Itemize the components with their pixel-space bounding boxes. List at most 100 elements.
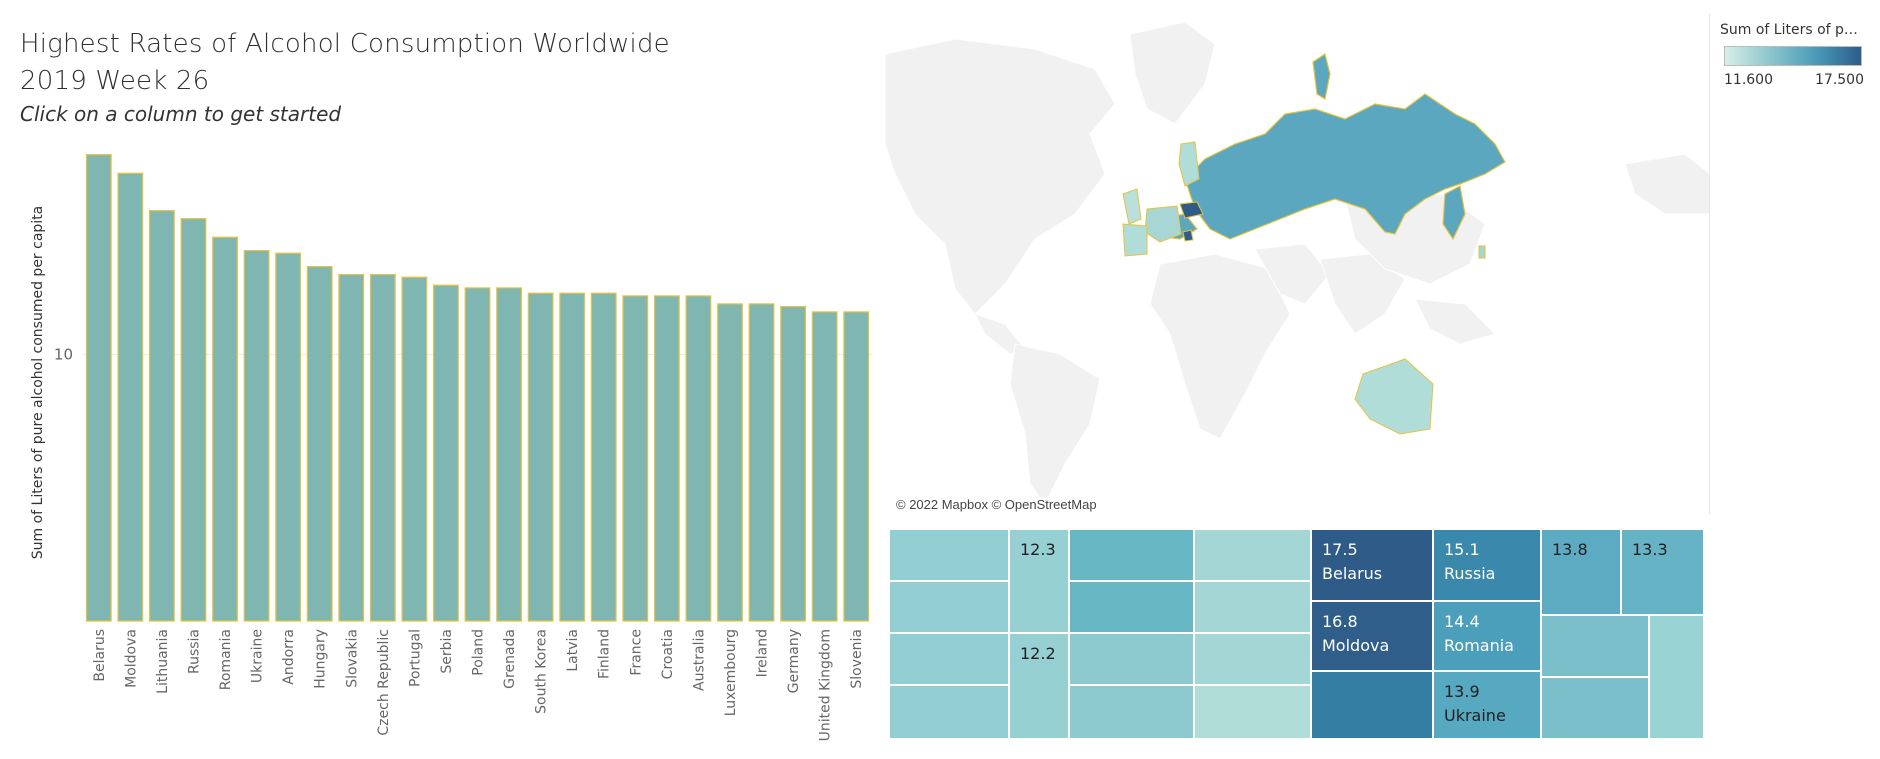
dashboard-header: Highest Rates of Alcohol Consumption Wor… <box>20 26 670 126</box>
bar-hungary[interactable] <box>306 265 333 622</box>
map-land-greenland <box>1129 21 1216 125</box>
x-tick-label: Czech Republic <box>376 629 392 736</box>
bar-portugal[interactable] <box>401 276 428 622</box>
x-tick-label: Andorra <box>281 629 297 685</box>
bar-slovakia[interactable] <box>338 273 365 622</box>
dashboard-subtitle: Click on a column to get started <box>20 102 342 126</box>
treemap-cell[interactable] <box>1542 678 1650 740</box>
y-tick-label: 10 <box>54 346 73 364</box>
treemap-cell-label: 13.8 <box>1552 540 1588 559</box>
x-tick-label: Germany <box>786 629 802 693</box>
x-tick-label: Moldova <box>123 629 139 688</box>
treemap-cell[interactable] <box>1195 686 1312 740</box>
treemap-cell[interactable] <box>1195 530 1312 582</box>
treemap-cell-label: 13.9 Ukraine <box>1444 682 1506 725</box>
bar-ukraine[interactable] <box>243 249 270 622</box>
bar-romania[interactable] <box>212 236 238 622</box>
treemap-cell[interactable] <box>1070 582 1195 634</box>
color-legend: Sum of Liters of pur.. 11.600 17.500 <box>1720 22 1870 88</box>
treemap-cell[interactable]: 13.9 Ukraine <box>1434 672 1542 740</box>
treemap-cell[interactable]: 14.4 Romania <box>1434 602 1542 672</box>
legend-title: Sum of Liters of pur.. <box>1720 22 1866 38</box>
bar-lithuania[interactable] <box>148 210 175 622</box>
bar-australia[interactable] <box>685 295 712 622</box>
map-country-south-korea <box>1478 245 1486 259</box>
bar-finland[interactable] <box>590 292 617 622</box>
treemap-cell[interactable] <box>1070 686 1195 740</box>
x-tick-label: Romania <box>218 629 234 690</box>
bar-chart-svg: Sum of Liters of pure alcohol consumed p… <box>30 154 872 741</box>
bar-slovenia[interactable] <box>843 311 870 622</box>
treemap-cell-label: 17.5 Belarus <box>1322 540 1383 583</box>
treemap-cell[interactable] <box>1312 672 1434 740</box>
treemap-cell[interactable] <box>890 686 1010 740</box>
treemap-cell[interactable]: 12.3 <box>1010 530 1070 634</box>
map-country-russia <box>1184 93 1506 240</box>
treemap-cell[interactable]: 13.3 <box>1622 530 1705 616</box>
treemap-cell[interactable] <box>1070 530 1195 582</box>
treemap-cell[interactable] <box>1542 616 1650 678</box>
bar-poland[interactable] <box>464 287 491 622</box>
map-country-kamchatka <box>1442 185 1466 241</box>
bar-ireland[interactable] <box>748 303 775 622</box>
bar-andorra[interactable] <box>275 252 302 622</box>
treemap-cell[interactable] <box>1070 634 1195 686</box>
bar-russia[interactable] <box>180 218 207 622</box>
bar-czech-republic[interactable] <box>369 273 396 622</box>
bar-germany[interactable] <box>780 305 807 622</box>
bar-grenada[interactable] <box>496 287 522 622</box>
map-land-north-america <box>885 38 1116 315</box>
x-tick-label: United Kingdom <box>818 629 834 741</box>
map-country-australia <box>1354 358 1434 435</box>
dashboard-title-line2: 2019 Week 26 <box>20 66 210 96</box>
bar-chart: Sum of Liters of pure alcohol consumed p… <box>0 130 880 759</box>
x-tick-label: Ukraine <box>250 629 266 683</box>
x-tick-label: Ireland <box>755 629 771 677</box>
world-map-svg[interactable] <box>885 14 1710 514</box>
x-tick-label: Serbia <box>439 629 455 674</box>
legend-max-label: 17.500 <box>1815 72 1864 88</box>
x-tick-label: Luxembourg <box>723 629 739 716</box>
treemap-cell[interactable] <box>1195 634 1312 686</box>
map-country-moldova <box>1182 229 1194 242</box>
bar-france[interactable] <box>622 295 649 622</box>
bar-south-korea[interactable] <box>527 292 554 622</box>
x-tick-label: Australia <box>691 629 707 691</box>
bar-latvia[interactable] <box>559 292 586 622</box>
treemap-cell[interactable] <box>890 582 1010 634</box>
x-tick-label: Latvia <box>565 629 581 672</box>
treemap[interactable]: 12.3 12.2 17.5 Belarus 16.8 Moldova 15.1 Rus… <box>890 530 1705 740</box>
dashboard-title-line1: Highest Rates of Alcohol Consumption Wor… <box>20 29 670 59</box>
bar-luxembourg[interactable] <box>717 303 743 622</box>
map-country-france-iberia <box>1122 223 1148 257</box>
treemap-cell[interactable]: 17.5 Belarus <box>1312 530 1434 602</box>
x-tick-label: Portugal <box>407 629 423 687</box>
treemap-cell-label: 16.8 Moldova <box>1322 612 1390 655</box>
y-axis-title: Sum of Liters of pure alcohol consumed p… <box>30 206 46 560</box>
x-tick-label: Slovakia <box>344 629 360 688</box>
bar-united-kingdom[interactable] <box>811 311 838 622</box>
treemap-cell[interactable] <box>890 530 1010 582</box>
bar-moldova[interactable] <box>117 172 144 622</box>
map-land-south-america <box>1009 343 1101 505</box>
treemap-cell-label: 15.1 Russia <box>1444 540 1496 583</box>
treemap-cell-label: 12.2 <box>1020 644 1056 663</box>
map-land-middle-east <box>1254 243 1331 305</box>
x-tick-label: France <box>628 629 644 676</box>
treemap-cell[interactable] <box>1195 582 1312 634</box>
legend-labels: 11.600 17.500 <box>1724 72 1864 88</box>
treemap-cell[interactable] <box>890 634 1010 686</box>
treemap-cell[interactable]: 13.8 <box>1542 530 1622 616</box>
treemap-cell[interactable]: 12.2 <box>1010 634 1070 740</box>
map-land-africa <box>1149 253 1291 440</box>
treemap-cell[interactable]: 16.8 Moldova <box>1312 602 1434 672</box>
treemap-cell[interactable] <box>1650 616 1705 740</box>
bar-serbia[interactable] <box>433 284 459 622</box>
x-tick-label: Croatia <box>660 629 676 679</box>
treemap-cell-label: 14.4 Romania <box>1444 612 1514 655</box>
world-map[interactable]: © 2022 Mapbox © OpenStreetMap <box>885 14 1710 514</box>
legend-min-label: 11.600 <box>1724 72 1773 88</box>
treemap-cell[interactable]: 15.1 Russia <box>1434 530 1542 602</box>
bar-belarus[interactable] <box>85 154 112 622</box>
bar-croatia[interactable] <box>653 295 680 622</box>
